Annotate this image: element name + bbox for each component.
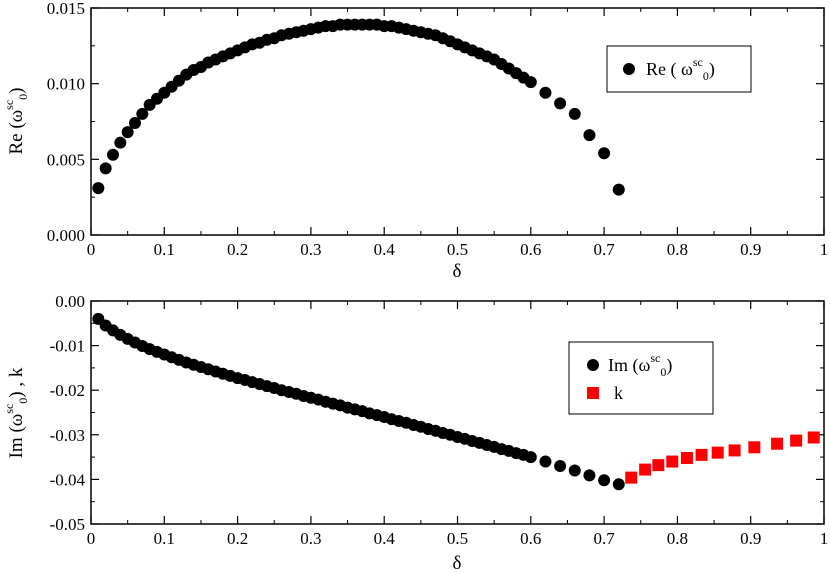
x-tick-label: 0	[87, 240, 96, 259]
legend-marker-circle	[587, 359, 599, 371]
data-point-circle	[99, 162, 112, 175]
legend-label-im-omega: Im (ωsc0)	[608, 351, 672, 379]
data-point-square	[625, 471, 638, 484]
data-point-circle	[539, 455, 552, 468]
data-point-circle	[524, 451, 537, 464]
x-tick-label: 0.4	[374, 240, 396, 259]
x-tick-label: 0.9	[740, 529, 761, 548]
x-tick-label: 0.6	[520, 240, 541, 259]
data-point-square	[680, 451, 693, 464]
x-tick-label: 0.2	[227, 529, 248, 548]
x-tick-label: 0.7	[593, 240, 615, 259]
data-point-square	[695, 448, 708, 461]
data-point-circle	[568, 464, 581, 477]
data-point-circle	[524, 76, 537, 89]
legend-box	[568, 341, 714, 415]
data-points	[92, 312, 820, 491]
data-point-circle	[568, 107, 581, 120]
x-tick-label: 0.3	[300, 240, 321, 259]
im-omega-k-chart: 0.00 -0.01 -0.02 -0.03 -0.04 -0.05 0 0.1 0.2 0.3…	[2, 292, 828, 573]
data-point-circle	[539, 86, 552, 99]
legend-label-re-omega: Re ( ωsc0)	[646, 55, 715, 83]
y-tick-labels: 0.00 -0.01 -0.02 -0.03 -0.04 -0.05	[50, 292, 86, 534]
axis-ticks	[90, 7, 825, 236]
x-tick-label: 0.1	[154, 529, 175, 548]
x-tick-label: 0.5	[447, 529, 468, 548]
data-point-circle	[583, 469, 596, 482]
y-tick-label: -0.05	[50, 515, 85, 534]
data-point-circle	[612, 183, 625, 196]
x-tick-label: 1	[820, 240, 829, 259]
data-point-circle	[106, 148, 119, 161]
y-axis-label: Re (ωsc0)	[2, 87, 30, 154]
y-tick-label: -0.04	[50, 470, 86, 489]
data-point-square	[652, 459, 665, 472]
x-tick-label: 0.1	[154, 240, 175, 259]
data-point-square	[771, 437, 784, 450]
data-point-circle	[554, 97, 567, 110]
data-point-circle	[136, 107, 149, 120]
x-tick-labels: 0 0.1 0.2 0.3 0.4 0.5 0.6 0.7 0.8 0.9 1	[87, 240, 829, 259]
data-points	[92, 18, 625, 196]
data-point-circle	[612, 478, 625, 491]
y-tick-label: 0.000	[47, 226, 85, 245]
data-point-circle	[92, 182, 105, 195]
re-omega-chart: 0.000 0.005 0.010 0.015 0 0.1 0.2 0.3 0.4 0.5 0.6…	[2, 0, 828, 282]
legend-marker-circle	[623, 63, 635, 75]
data-point-square	[711, 446, 724, 459]
y-tick-label: 0.005	[47, 150, 85, 169]
y-tick-label: -0.02	[50, 381, 85, 400]
data-point-square	[748, 441, 761, 454]
x-tick-label: 0.8	[667, 240, 688, 259]
x-tick-label: 0.6	[520, 529, 541, 548]
legend-marker-square	[587, 387, 599, 399]
y-tick-label: -0.01	[50, 337, 85, 356]
data-point-circle	[121, 126, 134, 139]
y-tick-labels: 0.000 0.005 0.010 0.015	[47, 0, 85, 245]
data-point-square	[790, 434, 803, 447]
y-tick-label: -0.03	[50, 426, 85, 445]
x-tick-label: 0.5	[447, 240, 468, 259]
x-tick-label: 0.9	[740, 240, 761, 259]
y-axis-label: Im (ωsc0) , k	[2, 367, 30, 458]
y-tick-label: 0.010	[47, 75, 85, 94]
legend-label-k: k	[614, 383, 623, 403]
legend: Re ( ωsc0)	[606, 45, 752, 93]
x-axis-label: δ	[453, 261, 462, 282]
plot-frame	[90, 300, 825, 525]
data-point-circle	[598, 147, 611, 160]
data-point-circle	[114, 136, 127, 149]
data-point-square	[639, 463, 652, 476]
data-point-circle	[583, 129, 596, 142]
y-tick-label: 0.015	[47, 0, 85, 18]
data-point-circle	[128, 117, 141, 130]
x-tick-label: 0.8	[667, 529, 688, 548]
data-point-square	[728, 444, 741, 457]
x-tick-label: 0.2	[227, 240, 248, 259]
x-tick-label: 0	[87, 529, 96, 548]
x-tick-label: 0.3	[300, 529, 321, 548]
axis-ticks	[90, 300, 825, 525]
legend: Im (ωsc0) k	[568, 341, 714, 415]
data-point-square	[666, 455, 679, 468]
x-tick-label: 0.7	[593, 529, 615, 548]
data-point-square	[807, 431, 820, 444]
x-axis-label: δ	[453, 553, 462, 573]
x-tick-label: 0.4	[374, 529, 396, 548]
x-tick-labels: 0 0.1 0.2 0.3 0.4 0.5 0.6 0.7 0.8 0.9 1	[87, 529, 829, 548]
data-point-circle	[554, 460, 567, 473]
data-point-circle	[598, 474, 611, 487]
y-tick-label: 0.00	[55, 292, 85, 311]
x-tick-label: 1	[820, 529, 829, 548]
